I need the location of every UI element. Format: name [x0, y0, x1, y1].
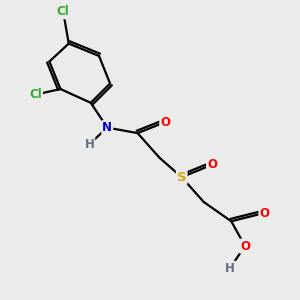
Text: H: H	[85, 138, 94, 151]
Text: S: S	[177, 171, 187, 184]
Text: O: O	[240, 240, 250, 253]
Text: O: O	[207, 158, 217, 171]
Text: O: O	[160, 116, 170, 129]
Text: O: O	[259, 206, 269, 220]
Text: H: H	[225, 262, 235, 275]
Text: N: N	[102, 121, 112, 134]
Text: Cl: Cl	[29, 88, 42, 101]
Text: Cl: Cl	[57, 5, 70, 18]
